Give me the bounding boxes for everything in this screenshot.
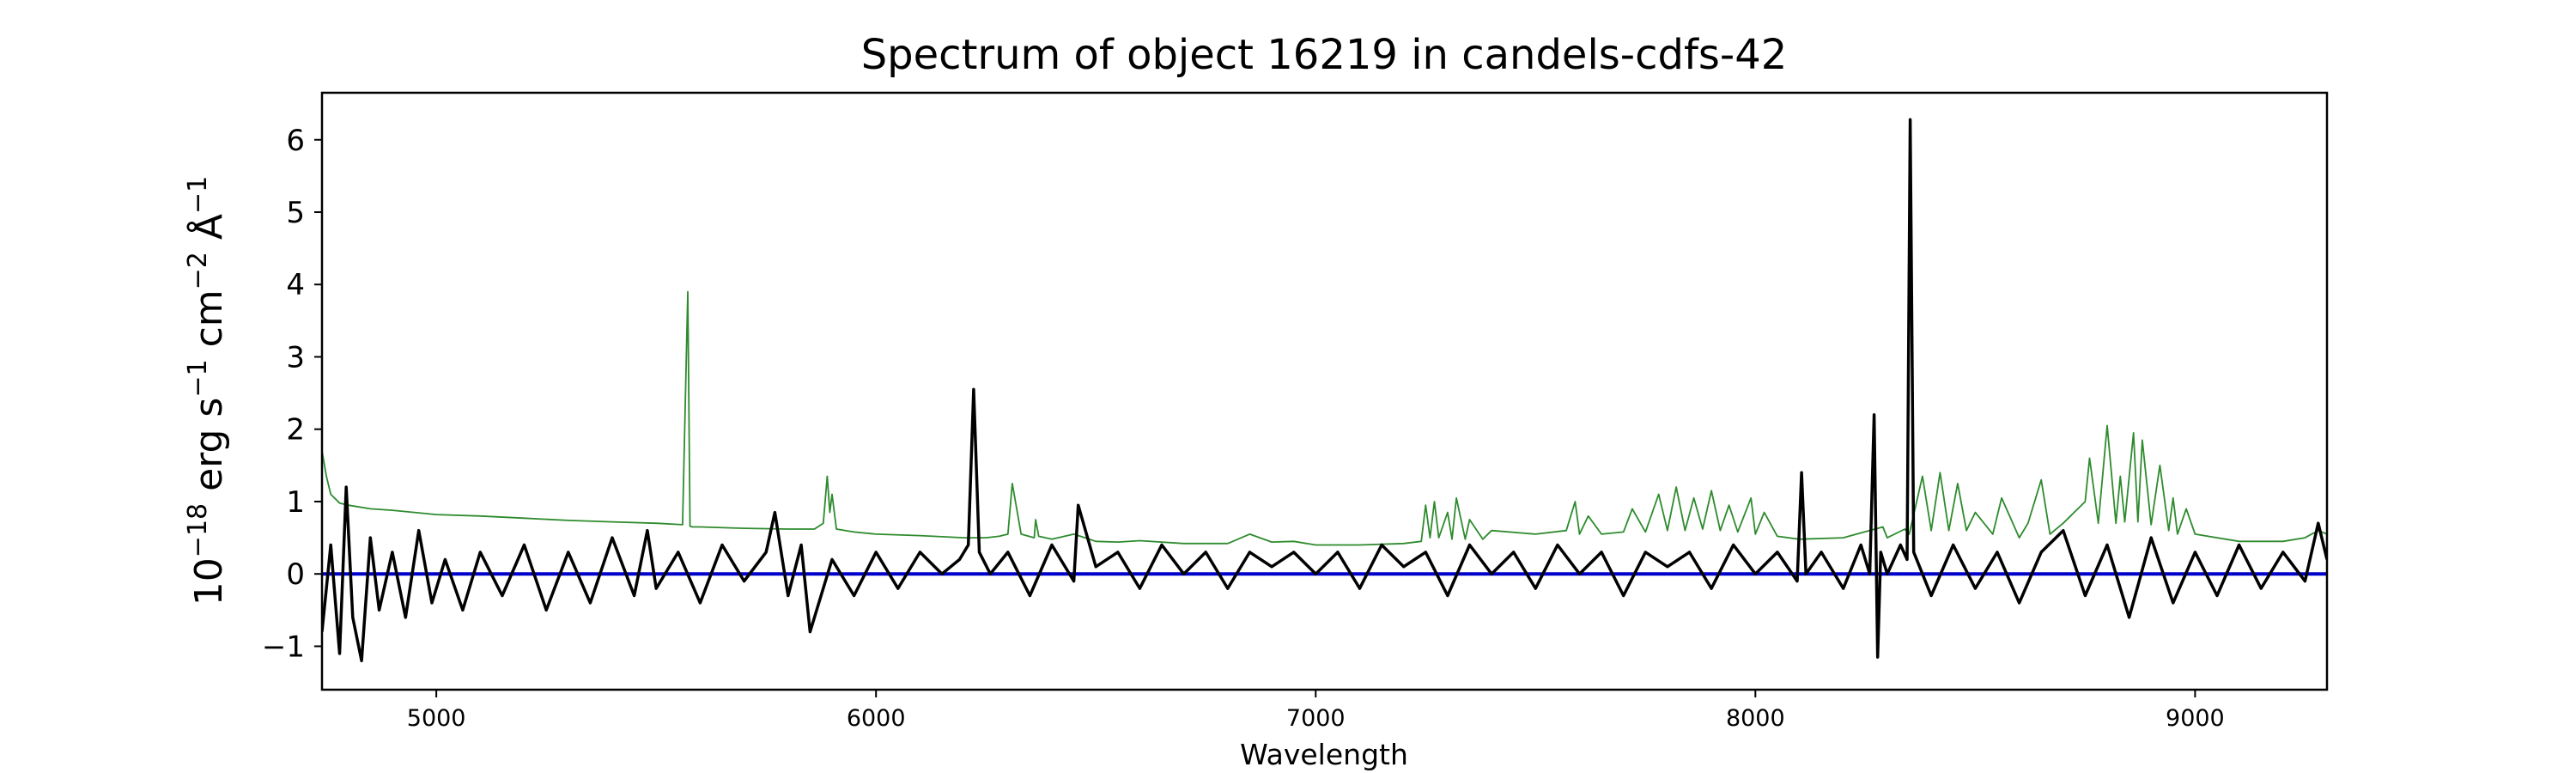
- y-axis-label-exp3: −2: [183, 252, 213, 289]
- y-tick-label: 2: [286, 413, 305, 447]
- x-tick-label: 8000: [1726, 705, 1785, 732]
- x-tick-label: 7000: [1286, 705, 1346, 732]
- y-tick-label: 4: [286, 268, 305, 302]
- x-tick-label: 9000: [2166, 705, 2225, 732]
- series-layer: [322, 118, 2327, 663]
- y-tick-label: 6: [286, 124, 305, 158]
- x-axis-label: Wavelength: [1240, 738, 1408, 771]
- plot-frame: [320, 91, 2329, 691]
- y-axis-label-exp1: −18: [183, 503, 213, 557]
- y-axis-label-cm: cm: [187, 289, 231, 359]
- y-axis-label-erg: erg s: [187, 398, 231, 503]
- chart-title: Spectrum of object 16219 in candels-cdfs…: [861, 31, 1788, 79]
- y-tick-label: −1: [262, 630, 305, 664]
- plot-area: [320, 91, 2329, 691]
- series-flux-spectrum: [322, 118, 2327, 663]
- x-axis: 5000 6000 7000 8000 9000: [407, 690, 2225, 732]
- y-tick-label: 3: [286, 340, 305, 374]
- y-axis: −1 0 1 2 3 4 5 6: [262, 124, 322, 664]
- y-axis-label-ang: Å: [185, 214, 231, 252]
- y-axis-label-exp4: −1: [183, 176, 213, 214]
- x-tick-label: 5000: [407, 705, 466, 732]
- y-tick-label: 1: [286, 485, 305, 520]
- y-axis-label-exp2: −1: [183, 359, 213, 397]
- y-axis-label-base: 10: [187, 557, 231, 606]
- y-axis-label: 10−18 erg s−1 cm−2 Å−1: [183, 176, 231, 606]
- x-tick-label: 6000: [847, 705, 906, 732]
- series-error-spectrum: [322, 290, 2327, 546]
- y-tick-label: 0: [286, 557, 305, 592]
- y-tick-label: 5: [286, 196, 305, 230]
